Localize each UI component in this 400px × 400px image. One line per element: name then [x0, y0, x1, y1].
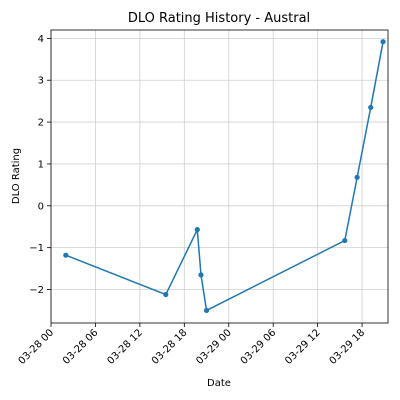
series-line — [65, 41, 384, 312]
y-tick-label: 3 — [38, 76, 44, 87]
x-tick-label: 03-29 06 — [239, 327, 279, 367]
data-point — [63, 252, 69, 258]
x-tick-label: 03-28 18 — [150, 327, 190, 367]
x-tick-label: 03-28 00 — [17, 327, 57, 367]
data-point — [342, 237, 348, 244]
y-tick-label: 0 — [38, 201, 44, 212]
axis-ticks: 03-28 00 03-28 06 03-28 12 03-28 18 03-29 00… — [17, 34, 368, 367]
series-layer — [63, 39, 386, 314]
data-point — [380, 39, 386, 45]
x-tick-label: 03-28 12 — [105, 327, 145, 367]
data-point — [354, 174, 360, 180]
data-point — [163, 291, 169, 298]
y-tick-label: −1 — [29, 243, 44, 254]
y-axis-label: DLO Rating — [11, 148, 22, 204]
grid — [50, 30, 388, 323]
data-point — [198, 272, 204, 278]
y-tick-label: 2 — [38, 118, 44, 129]
y-tick-label: 1 — [38, 159, 44, 170]
x-tick-label: 03-28 06 — [61, 327, 101, 367]
y-tick-label: −2 — [29, 285, 44, 296]
x-axis-label: Date — [207, 378, 231, 389]
data-point — [368, 104, 374, 111]
x-tick-label: 03-29 18 — [328, 327, 368, 367]
x-tick-label: 03-29 00 — [194, 327, 234, 367]
plot-area — [50, 29, 389, 324]
data-point — [194, 227, 200, 233]
x-tick-label: 03-29 12 — [283, 327, 323, 367]
data-point — [203, 307, 210, 314]
y-tick-label: 4 — [38, 34, 44, 45]
chart-title: DLO Rating History - Austral — [128, 11, 310, 26]
